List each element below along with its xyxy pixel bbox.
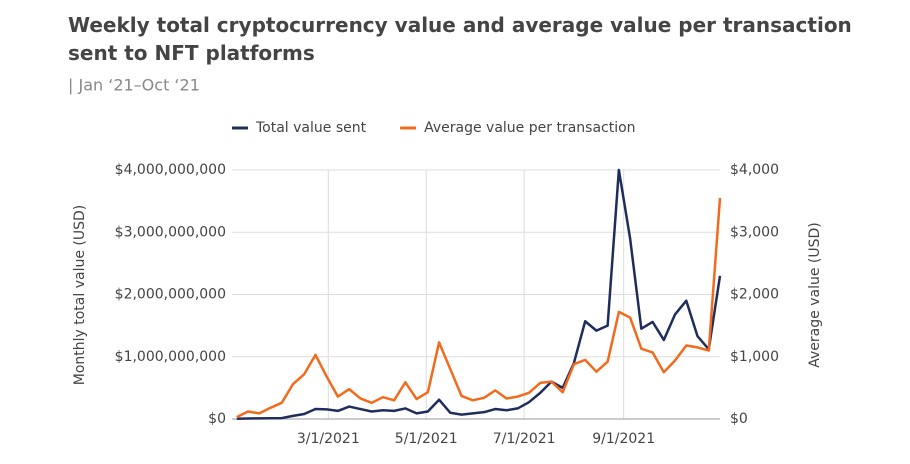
y-tick-label: $4,000,000,000 xyxy=(115,162,226,178)
y-tick-label: $1,000,000,000 xyxy=(115,349,226,365)
chart-subtitle: | Jan ‘21–Oct ‘21 xyxy=(68,76,200,95)
y-tick-label: $0 xyxy=(208,411,226,427)
y2-tick-label: $2,000 xyxy=(730,287,779,303)
y-axis-label: Monthly total value (USD) xyxy=(72,205,88,386)
x-tick-label: 3/1/2021 xyxy=(297,431,360,447)
series-line xyxy=(236,197,722,419)
chart-title: Weekly total cryptocurrency value and av… xyxy=(68,13,852,65)
y-tick-label: $3,000,000,000 xyxy=(115,224,226,240)
y2-axis-label: Average value (USD) xyxy=(807,222,823,367)
y2-tick-label: $4,000 xyxy=(730,162,779,178)
legend-label: Average value per transaction xyxy=(424,120,635,136)
y2-tick-label: $3,000 xyxy=(730,224,779,240)
legend-label: Total value sent xyxy=(255,120,367,136)
x-tick-label: 5/1/2021 xyxy=(395,431,458,447)
y2-tick-label: $0 xyxy=(730,411,748,427)
series-line xyxy=(236,168,722,420)
x-tick-label: 9/1/2021 xyxy=(592,431,655,447)
y-tick-label: $2,000,000,000 xyxy=(115,287,226,303)
y2-tick-label: $1,000 xyxy=(730,349,779,365)
x-tick-label: 7/1/2021 xyxy=(493,431,556,447)
